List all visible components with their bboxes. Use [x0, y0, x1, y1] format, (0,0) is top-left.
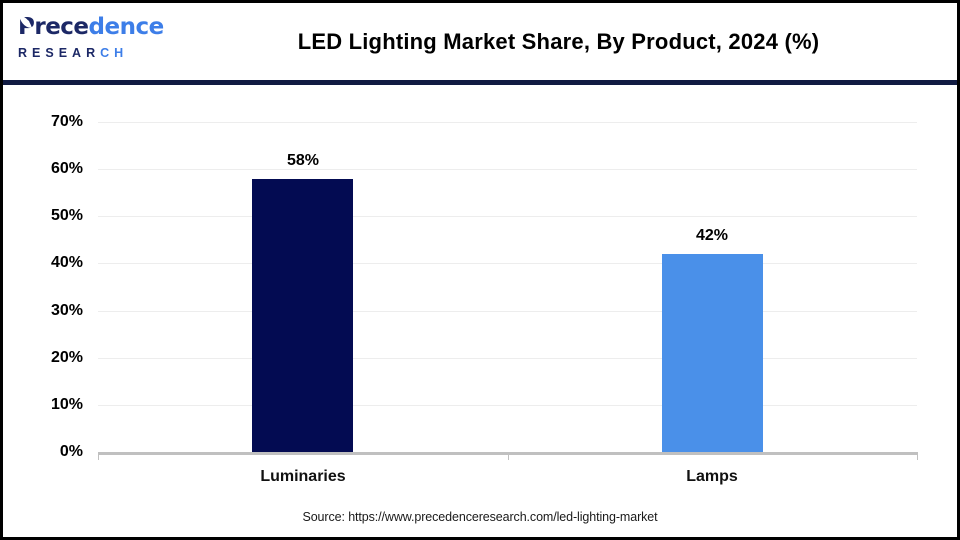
bar-chart: 0% 10% 20% 30% 40% 50% 60% 70% 58% Luminaries 42% L… — [3, 3, 957, 537]
category-label-lamps: Lamps — [686, 468, 738, 485]
gridline-60 — [98, 169, 917, 170]
gridline-10 — [98, 405, 917, 406]
header-divider — [3, 80, 957, 85]
x-axis-tick-2 — [917, 452, 918, 460]
precedence-research-logo: Precedence RESEARCH — [18, 12, 178, 62]
y-axis-label-20: 20% — [50, 349, 83, 366]
y-axis-label-0: 0% — [59, 443, 83, 460]
bar-lamps — [662, 254, 763, 452]
gridline-50 — [98, 216, 917, 217]
gridline-20 — [98, 358, 917, 359]
chart-title: LED Lighting Market Share, By Product, 2… — [297, 28, 820, 54]
y-axis-label-60: 60% — [50, 160, 83, 177]
y-axis-label-50: 50% — [50, 207, 83, 224]
logo-subtitle: RESEARCH — [18, 44, 178, 62]
gridline-40 — [98, 263, 917, 264]
gridline-70 — [98, 122, 917, 123]
y-axis-label-70: 70% — [50, 113, 83, 130]
source-text: Source: https://www.precedenceresearch.c… — [302, 510, 658, 524]
category-label-luminaries: Luminaries — [260, 468, 346, 485]
value-label-luminaries: 58% — [286, 152, 320, 169]
y-axis-label-30: 30% — [50, 302, 83, 319]
value-label-lamps: 42% — [695, 227, 729, 244]
x-axis-tick-0 — [98, 452, 99, 460]
logo-wordmark-light: dence — [88, 14, 165, 40]
bar-luminaries — [252, 179, 353, 452]
x-axis-tick-1 — [508, 452, 509, 460]
logo-subtitle-dark: RESEAR — [18, 46, 101, 60]
header: Precedence RESEARCH LED Lighting Market … — [3, 3, 957, 80]
x-axis-line — [98, 452, 917, 455]
gridline-30 — [98, 311, 917, 312]
logo-wordmark: Precedence — [18, 12, 178, 42]
logo-subtitle-light: CH — [100, 46, 129, 60]
y-axis-label-40: 40% — [50, 254, 83, 271]
y-axis-label-10: 10% — [50, 396, 83, 413]
